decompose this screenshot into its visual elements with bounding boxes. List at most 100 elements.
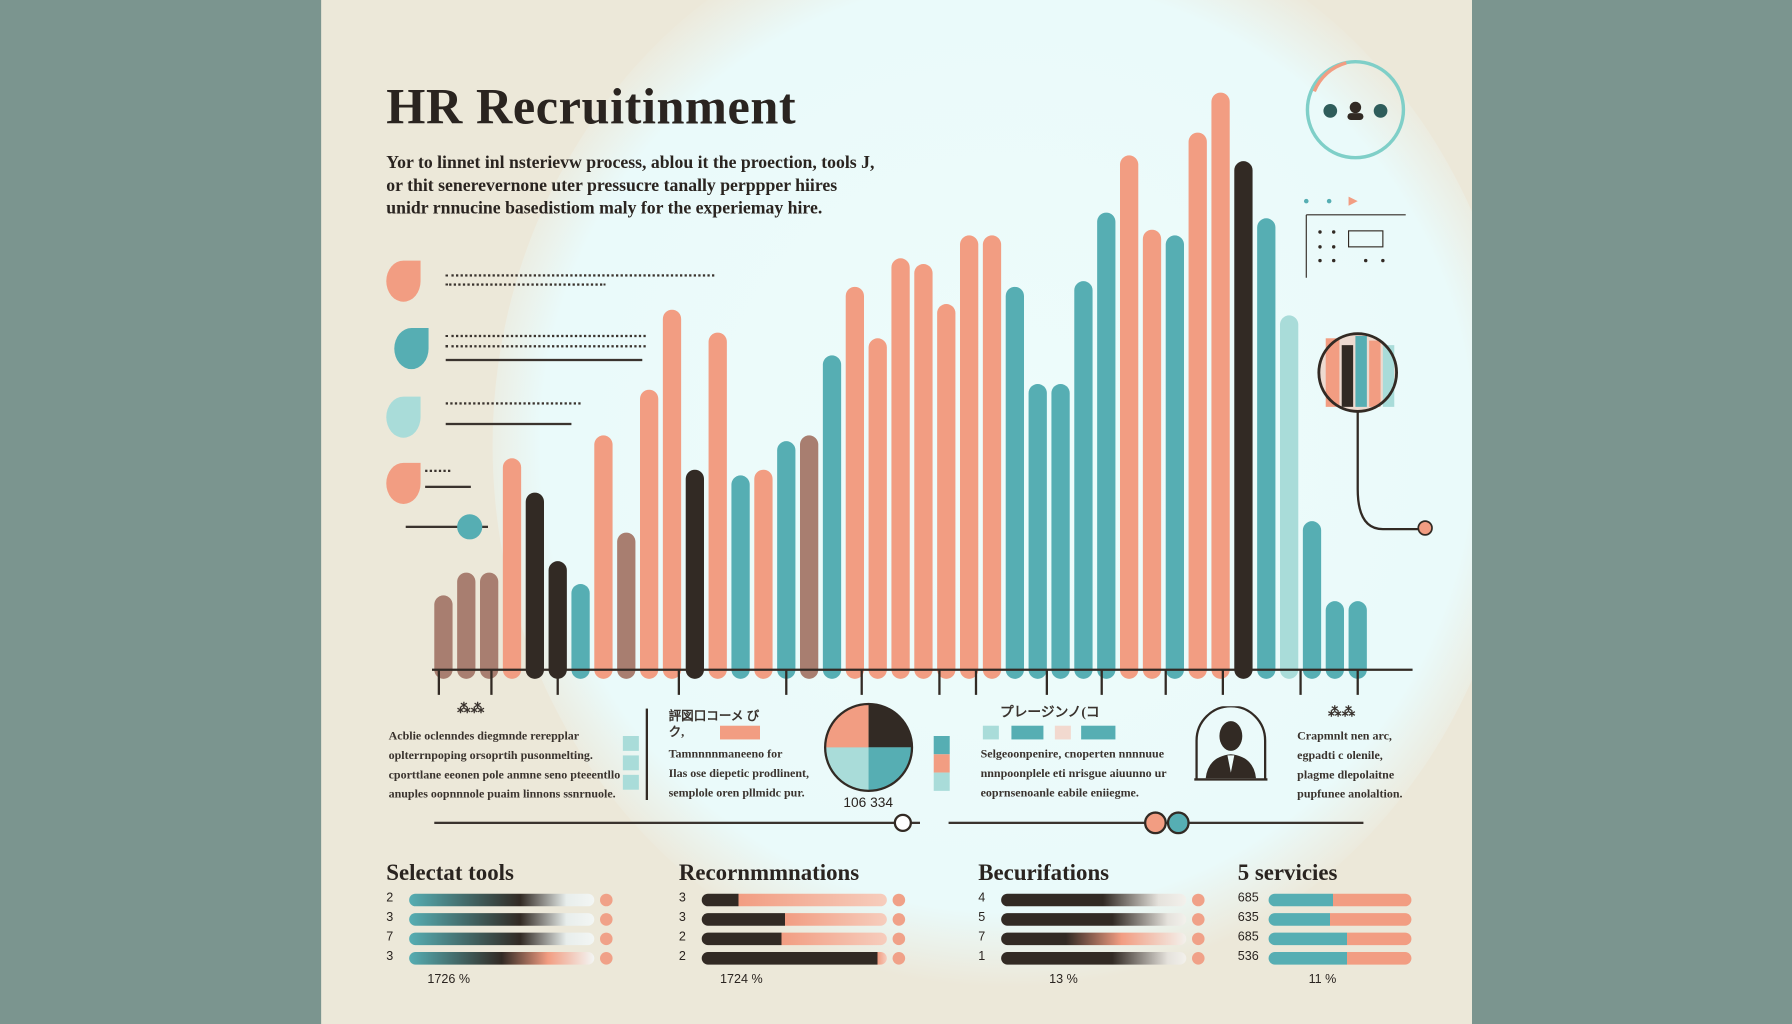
section-title: Recornmmnations [678,860,860,886]
legend-swatch [622,755,639,771]
progress-bar [1001,951,1187,965]
section-title: Selectat tools [386,860,514,886]
bar-teal [1005,286,1024,679]
section-footer: 11 % [1308,972,1337,987]
text-line: nnnpoonplele eti nrisgue aiuunno ur [980,767,1167,781]
progress-bar [1001,932,1187,946]
row-dot-icon [892,951,906,965]
progress-bar [701,913,887,926]
legend-text [445,334,646,340]
legend-text [445,345,646,350]
bar-brown [457,572,476,679]
bar-teal [1302,521,1322,679]
bar-teal [1325,601,1344,679]
legend-swatch [719,725,760,740]
bar-paleteal [1279,315,1299,679]
bar-salmon [502,458,522,679]
text-line: plagme dlepolaitne [1297,769,1395,782]
bar-brown [479,572,499,679]
row-label: 2 [386,891,394,906]
legend-swatch [1054,725,1071,740]
timeline-track[interactable] [434,821,920,824]
bar-teal [1051,383,1070,679]
row-label: 2 [678,949,686,964]
column-heading: 評図口コーメ びク, [668,709,760,740]
legend-bubble-icon [386,396,421,438]
row-label: 3 [678,910,686,925]
progress-bar [409,951,595,965]
intro-line: Yor to linnet inl nsterievw process, abl… [386,153,875,173]
legend-text [425,469,451,475]
column-text: Selgeoonpenire, cnoperten nnnnuue nnnpoon… [981,745,1167,803]
bar-teal [1165,235,1184,679]
text-line: anuples oopnnnole puaim linnons ssnrnuol… [388,788,616,802]
progress-bar [1001,913,1187,926]
legend-swatch [933,754,950,773]
column-text: Tamnnnnmaneeno for Ilas ose diepetic prod… [669,745,809,803]
legend-swatch [1011,725,1044,740]
legend-line [445,358,643,362]
row-dot-icon [1191,951,1205,965]
bar-teal [571,583,590,679]
row-dot-icon [599,951,613,965]
page-title: HR Recruitinment [386,78,797,135]
timeline-knob[interactable] [893,813,912,832]
progress-bar [409,932,595,946]
bar-teal [731,475,750,679]
bar-salmon [754,469,773,679]
legend-text [445,402,581,407]
bar-teal [1028,383,1047,679]
intro-line: or thit senerevernone uter pressucre tan… [386,175,838,196]
progress-bar [1268,893,1412,907]
bar-teal [1097,212,1116,679]
slider-knob[interactable] [457,514,483,540]
section-title: 5 servicies [1237,860,1338,886]
section-footer: 13 % [1049,972,1078,987]
text-line: semplole oren pllmidc pur. [668,787,805,800]
bar-chart [431,92,1413,695]
people-circle-icon [1305,59,1406,160]
bar-dark [548,561,567,679]
row-dot-icon [892,913,906,926]
row-dot-icon [1191,932,1205,946]
legend-swatch [622,774,639,790]
progress-bar [1268,951,1412,965]
bar-salmon [708,332,727,679]
row-label: 3 [386,910,394,925]
text-line: oplterrnpoping orsoprtih pusonmelting. [388,749,593,763]
bar-salmon [594,435,613,679]
magnifier-icon [1317,332,1433,536]
section-title: Becurifations [978,860,1110,886]
column-heading: プレージンノ(コ [999,703,1100,720]
row-label: 685 [1237,891,1259,906]
bar-salmon [1119,155,1139,679]
section-footer: 1724 % [719,972,763,987]
text-line: Acblie oclenndes diegmnde rerepplar [388,730,580,743]
bar-dark [525,492,544,679]
candidate-avatar-icon [1194,706,1268,781]
section-footer: 1726 % [427,972,471,987]
column-text: Acblie oclenndes diegmnde rerepplar oplte… [389,727,621,805]
column-text: Crapmnlt nen arc, egpadti c olenile, plagm… [1297,727,1402,805]
bar-salmon [639,389,659,679]
bar-salmon [1211,92,1230,679]
row-dot-icon [599,913,613,926]
bar-teal [822,355,842,679]
legend-bubble-icon [386,260,421,302]
timeline-knob-teal[interactable] [1166,811,1190,835]
row-dot-icon [892,893,906,907]
divider [645,708,648,800]
mini-grid-chart-icon [1303,196,1406,278]
row-label: 7 [978,930,986,944]
pie-label: 106 334 [843,794,894,811]
row-dot-icon [1191,893,1205,907]
timeline-knob-salmon[interactable] [1143,811,1167,835]
row-label: 7 [386,930,394,944]
bar-salmon [845,286,864,679]
progress-bar [409,893,595,907]
text-line: Crapmnlt nen arc, [1297,730,1392,743]
bar-brown [799,435,819,679]
slider-track[interactable] [405,525,488,528]
progress-bar [1001,893,1187,907]
row-label: 635 [1237,910,1259,925]
